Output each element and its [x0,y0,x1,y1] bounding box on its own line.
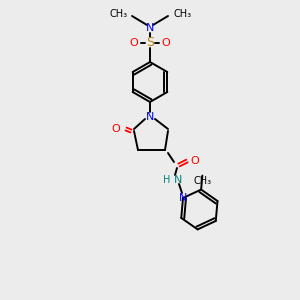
Text: CH₃: CH₃ [110,9,128,19]
Text: O: O [112,124,120,134]
Text: N: N [146,112,154,122]
Text: N: N [174,175,182,185]
Text: CH₃: CH₃ [173,9,191,19]
Text: O: O [162,38,170,48]
Text: O: O [190,156,200,166]
Text: CH₃: CH₃ [193,176,212,186]
Text: N: N [146,23,154,33]
Text: S: S [146,37,154,50]
Text: O: O [130,38,138,48]
Text: N: N [179,193,187,203]
Text: H: H [163,175,171,185]
